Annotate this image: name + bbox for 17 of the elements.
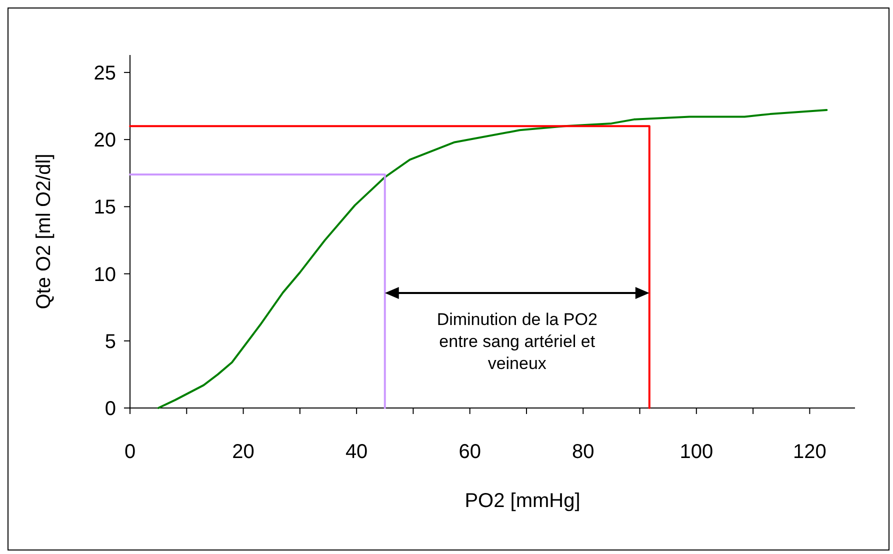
x-tick-label: 20 — [232, 441, 254, 463]
y-tick-label: 0 — [104, 398, 116, 420]
y-axis-title: Qte O2 [ml O2/dl] — [33, 154, 55, 310]
y-tick-label: 25 — [94, 62, 116, 84]
x-tick-label: 120 — [793, 441, 826, 463]
y-tick-label: 5 — [104, 330, 116, 353]
x-axis-title: PO2 [mmHg] — [464, 490, 580, 512]
y-tick-label: 15 — [94, 196, 116, 219]
y-tick-label: 20 — [94, 130, 116, 152]
x-tick-label: 100 — [680, 441, 714, 463]
y-tick-label: 10 — [94, 264, 116, 286]
x-tick-label: 60 — [458, 441, 481, 463]
x-tick-label: 80 — [572, 441, 594, 463]
x-tick-label: 0 — [124, 441, 136, 463]
annotation: Diminution de la PO2 entre sang artériel et veineux — [436, 310, 598, 373]
x-tick-label: 40 — [345, 441, 368, 463]
line-series — [157, 109, 828, 409]
